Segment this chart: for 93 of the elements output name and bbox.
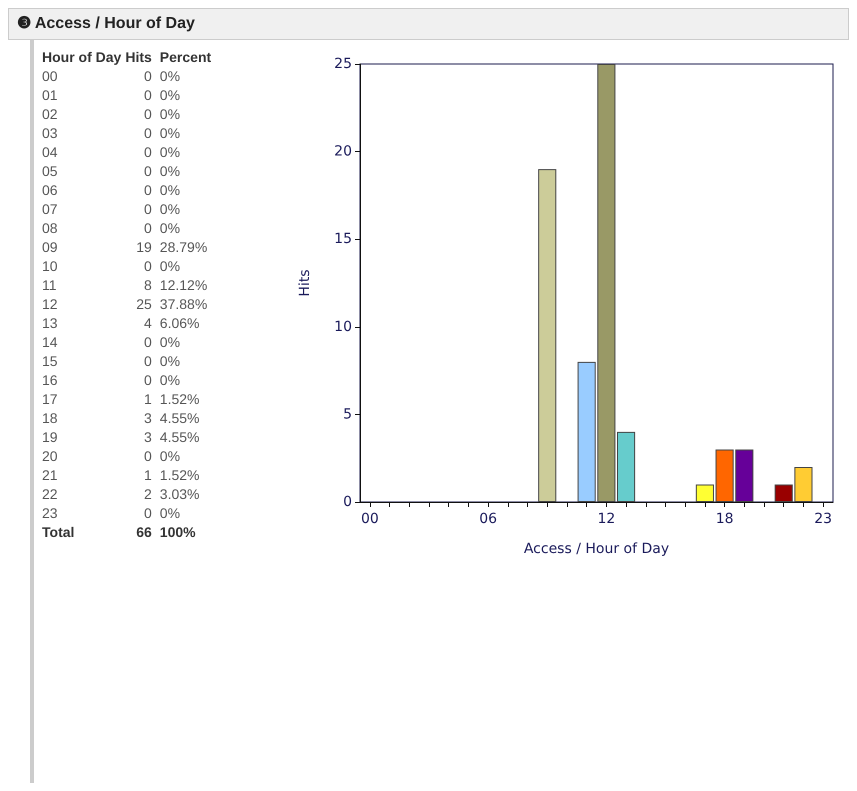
text: Hour of Day [42, 48, 122, 67]
text: 37.88% [160, 295, 208, 314]
text: 20 [42, 447, 59, 466]
text: 0 [143, 257, 153, 276]
text: 66 [135, 523, 153, 542]
text: 8 [143, 276, 153, 295]
text: 100% [160, 523, 197, 542]
text: 0 [143, 504, 153, 523]
y-tick-label: 10 [334, 318, 352, 335]
x-tick-label: 18 [716, 511, 734, 527]
text: ❸ Access / Hour of Day [8, 8, 849, 40]
text: 0% [160, 219, 182, 238]
text: 0% [160, 200, 182, 219]
text: 0 [143, 200, 153, 219]
x-tick-label: 00 [360, 511, 379, 527]
text: 08 [42, 219, 59, 238]
text: 15 [42, 352, 59, 371]
text: 0% [160, 105, 182, 124]
text: 00 [42, 67, 59, 86]
y-tick-label: 0 [343, 494, 352, 510]
text: 0% [160, 67, 182, 86]
text: 0% [160, 143, 182, 162]
text: 0% [160, 124, 182, 143]
text: 04 [42, 143, 59, 162]
text: 01 [42, 86, 59, 105]
text: 09 [42, 238, 59, 257]
text: 0% [160, 181, 182, 200]
text: 1.52% [160, 466, 200, 485]
text: 0 [143, 447, 153, 466]
y-tick-label: 25 [334, 56, 352, 72]
y-tick-label: 15 [334, 231, 352, 248]
text: 1 [143, 466, 153, 485]
text: 22 [42, 485, 59, 504]
text: 3 [143, 428, 153, 447]
text: 0% [160, 447, 182, 466]
text: 3 [143, 409, 153, 428]
text: 18 [42, 409, 59, 428]
text: 13 [42, 314, 59, 333]
text: 03 [42, 124, 59, 143]
text: 07 [42, 200, 59, 219]
text: 4.55% [160, 428, 200, 447]
text: 19 [42, 428, 59, 447]
y-tick-label: 5 [343, 406, 352, 422]
text: 0% [160, 504, 182, 523]
text: 17 [42, 390, 59, 409]
text: 02 [42, 105, 59, 124]
bar [538, 169, 556, 502]
text: 25 [135, 295, 153, 314]
text: Total [42, 523, 76, 542]
text: 06 [42, 181, 59, 200]
text: 0 [143, 105, 153, 124]
text: 0% [160, 86, 182, 105]
text: 2 [143, 485, 153, 504]
text: 16 [42, 371, 59, 390]
text: 0 [143, 352, 153, 371]
text: 0% [160, 333, 182, 352]
y-tick-label: 20 [334, 144, 352, 160]
text: 28.79% [160, 238, 208, 257]
text: 19 [135, 238, 153, 257]
text: 0 [143, 371, 153, 390]
x-axis-title: Access / Hour of Day [524, 541, 670, 557]
text: 1.52% [160, 390, 200, 409]
text: 12 [42, 295, 59, 314]
x-tick-label: 06 [479, 511, 498, 527]
text: 0 [143, 86, 153, 105]
text: 0 [143, 67, 153, 86]
text: 6.06% [160, 314, 200, 333]
text: 0 [143, 143, 153, 162]
text: Percent [160, 48, 212, 67]
text: 4.55% [160, 409, 200, 428]
text: 0 [143, 219, 153, 238]
text: 21 [42, 466, 59, 485]
text: 11 [42, 276, 58, 295]
text: 14 [42, 333, 59, 352]
bar [578, 362, 596, 502]
y-axis-title: Hits [297, 269, 313, 297]
text: 0 [143, 181, 153, 200]
text: 0% [160, 352, 182, 371]
x-tick-label: 12 [597, 511, 616, 527]
text: 4 [143, 314, 153, 333]
text: 0 [143, 333, 153, 352]
text: 0 [143, 162, 153, 181]
text: 0% [160, 371, 182, 390]
text: 3.03% [160, 485, 200, 504]
text: 05 [42, 162, 59, 181]
text: Hits [125, 48, 153, 67]
x-tick-label: 23 [814, 511, 832, 527]
text: 10 [42, 257, 59, 276]
text: 0% [160, 257, 182, 276]
text: 0% [160, 162, 182, 181]
text: 1 [143, 390, 153, 409]
text: 12.12% [160, 276, 208, 295]
text: 0 [143, 124, 153, 143]
